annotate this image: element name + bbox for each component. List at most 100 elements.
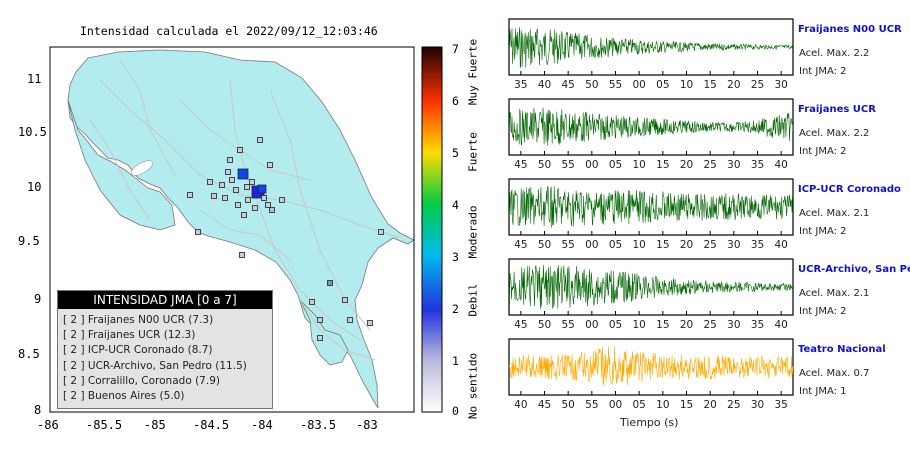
x-tick-label: 40 [774,159,787,171]
station-marker [207,179,213,185]
y-tick: 11 [27,72,42,86]
station-title: Fraijanes N00 UCR [798,24,902,35]
x-tick-label: 10 [632,159,645,171]
map-title: Intensidad calculada el 2022/09/12_12:03… [80,24,378,38]
x-tick-label: 30 [774,79,787,91]
cb-label: Fuerte [466,132,480,172]
waveform-trace [508,345,794,386]
legend-entry: [ 2 ] ICP-UCR Coronado (8.7) [63,344,213,357]
cb-label: Moderado [466,205,480,259]
x-tick: -83.5 [300,418,337,432]
x-tick-label: 25 [703,159,716,171]
y-tick: 10 [27,180,42,194]
station-marker [239,252,245,258]
station-title: ICP-UCR Coronado [798,184,901,195]
station-marker [227,157,233,163]
x-tick-label: 55 [609,79,622,91]
station-marker [219,182,225,188]
x-tick-label: 25 [703,319,716,331]
jma-intensity: Int JMA: 1 [799,386,847,397]
x-tick-label: 45 [514,319,527,331]
station-marker [261,195,267,201]
x-tick-label: 30 [727,239,740,251]
x-tick-label: 20 [680,159,693,171]
x-tick-label: 25 [751,79,764,91]
station-marker [317,335,323,341]
waveform-trace [508,185,794,228]
x-tick-label: 05 [656,79,669,91]
legend-title: INTENSIDAD JMA [0 a 7] [58,291,272,309]
station-marker [257,184,267,194]
station-marker [347,317,353,323]
station-marker [187,192,193,198]
cb-tick: 3 [452,250,459,264]
x-tick-label: 45 [538,399,551,411]
cb-tick: 2 [452,302,459,316]
x-tick-label: 15 [656,319,669,331]
x-tick-label: 10 [632,239,645,251]
x-tick-label: 35 [751,159,764,171]
legend-entry: [ 2 ] Fraijanes UCR (12.3) [63,329,196,342]
x-tick-label: 55 [585,399,598,411]
x-tick-label: 10 [632,319,645,331]
x-tick-label: 05 [609,319,622,331]
x-tick-label: 40 [514,399,527,411]
accel-max: Acel. Max. 2.2 [799,48,870,59]
x-tick-label: 35 [774,399,787,411]
y-tick: 8.5 [18,347,40,361]
x-tick-label: 40 [538,79,551,91]
station-marker [245,197,251,203]
x-tick-label: 50 [585,79,598,91]
accel-max: Acel. Max. 2.2 [799,128,870,139]
x-tick-label: 50 [561,399,574,411]
x-tick-label: 50 [538,159,551,171]
x-tick-label: 45 [514,159,527,171]
cb-label: Muy Fuerte [466,38,480,106]
x-tick-label: 00 [585,319,598,331]
station-marker [211,193,217,199]
x-tick-label: 40 [774,319,787,331]
x-tick-label: 00 [585,159,598,171]
cb-tick: 0 [452,404,459,418]
accel-max: Acel. Max. 2.1 [799,208,870,219]
cb-label: Debil [466,283,480,317]
cb-label: No sentido [466,352,480,420]
x-tick-label: 45 [514,239,527,251]
y-tick: 10.5 [18,125,47,139]
x-tick-label: 25 [727,399,740,411]
station-markers [187,137,384,341]
station-title: UCR-Archivo, San Pedro [798,264,910,275]
x-tick-label: 35 [751,319,764,331]
station-title: Teatro Nacional [798,344,886,355]
station-marker [225,169,231,175]
x-tick: -85.5 [86,418,123,432]
cb-tick: 5 [452,146,459,160]
station-marker [367,320,373,326]
y-tick: 8 [34,403,42,417]
station-marker [252,205,258,211]
legend-entry: [ 2 ] Fraijanes N00 UCR (7.3) [63,314,214,326]
jma-intensity: Int JMA: 2 [799,146,847,157]
waveform-panel: 40 45 50 55 00 05 10 15 20 25 30 35 [508,338,794,411]
y-tick: 9 [34,292,42,306]
jma-intensity: Int JMA: 2 [799,306,847,317]
waveform-panel: 35 40 45 50 55 00 05 10 15 20 25 30 [508,18,794,91]
waveform-trace [508,265,794,309]
accel-max: Acel. Max. 2.1 [799,288,870,299]
x-tick: -84 [251,418,273,432]
x-tick-label: 15 [656,239,669,251]
station-marker [342,297,348,303]
nicoya-peninsula [67,99,176,231]
station-marker [269,207,275,213]
waveform-frame [508,258,794,316]
x-tick-label: 15 [680,399,693,411]
station-marker [195,229,201,235]
x-tick-label: 05 [609,239,622,251]
legend-entry: [ 2 ] UCR-Archivo, San Pedro (11.5) [63,359,247,372]
jma-intensity: Int JMA: 2 [799,66,847,77]
cb-tick: 4 [452,198,459,212]
colorbar [421,46,443,413]
cb-tick: 6 [452,94,459,108]
station-marker [309,299,315,305]
